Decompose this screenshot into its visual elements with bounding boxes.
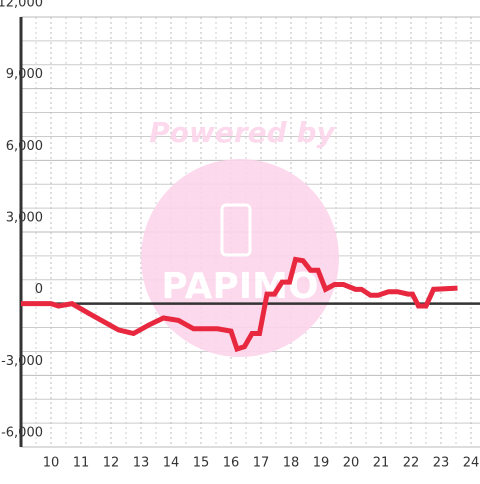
y-tick-label: 6,000 bbox=[6, 139, 43, 154]
x-tick-label: 10 bbox=[43, 456, 60, 471]
x-tick-label: 22 bbox=[403, 456, 420, 471]
y-tick-label: 12,000 bbox=[0, 0, 43, 11]
x-tick-label: 15 bbox=[193, 456, 210, 471]
x-tick-label: 12 bbox=[103, 456, 120, 471]
x-tick-label: 16 bbox=[223, 456, 240, 471]
x-tick-label: 20 bbox=[343, 456, 360, 471]
x-tick-label: 11 bbox=[73, 456, 90, 471]
x-tick-label: 23 bbox=[433, 456, 450, 471]
watermark-text: PAPIMO bbox=[161, 266, 318, 307]
x-tick-label: 17 bbox=[253, 456, 270, 471]
x-tick-label: 19 bbox=[313, 456, 330, 471]
y-tick-label: 9,000 bbox=[6, 67, 43, 82]
x-tick-label: 21 bbox=[373, 456, 390, 471]
y-tick-label: 0 bbox=[35, 282, 43, 297]
watermark-text: Powered by bbox=[149, 116, 336, 149]
watermark-icon bbox=[220, 203, 252, 257]
x-tick-label: 18 bbox=[283, 456, 300, 471]
x-tick-label: 14 bbox=[163, 456, 180, 471]
x-tick-label: 13 bbox=[133, 456, 150, 471]
line bbox=[21, 256, 458, 353]
y-tick-label: 3,000 bbox=[6, 211, 43, 226]
x-tick-label: 24 bbox=[463, 456, 480, 471]
watermark: Powered by PAPIMO bbox=[141, 116, 339, 357]
watermark-circle bbox=[141, 159, 339, 357]
